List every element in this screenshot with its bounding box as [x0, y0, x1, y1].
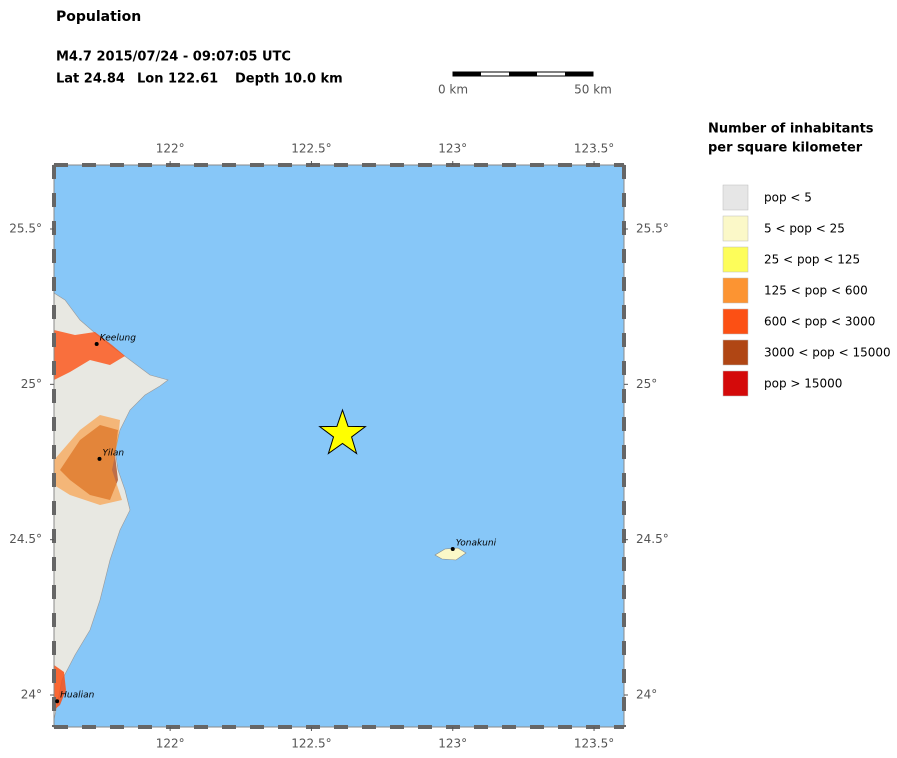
yonakuni-island [434, 547, 467, 561]
legend-title: per square kilometer [708, 141, 863, 156]
event-lat: Lat 24.84 [56, 72, 125, 87]
suburb-yilan [54, 415, 122, 505]
city-label: Hualian [60, 691, 95, 701]
legend-label: pop < 5 [764, 191, 812, 205]
city-marker [450, 546, 455, 551]
y-tick-label: 25.5° [636, 221, 669, 235]
x-tick-label: 123.5° [574, 142, 614, 156]
legend-label: 5 < pop < 25 [764, 222, 845, 236]
legend-label: pop > 15000 [764, 377, 842, 391]
legend-label: 25 < pop < 125 [764, 253, 860, 267]
city-marker [55, 699, 60, 704]
y-tick-label: 24° [636, 688, 657, 702]
x-tick-label: 123° [438, 737, 467, 751]
city-marker [94, 341, 99, 346]
city-label: Keelung [100, 333, 137, 343]
legend-title: Number of inhabitants [708, 122, 874, 137]
title: Population [56, 9, 141, 25]
scale-end: 50 km [574, 83, 612, 97]
event-info: M4.7 2015/07/24 - 09:07:05 UTC [56, 50, 291, 65]
legend-swatch [722, 308, 749, 335]
y-tick-label: 24.5° [9, 532, 42, 546]
map-frame [52, 163, 626, 729]
x-tick-label: 122° [156, 737, 185, 751]
x-tick-label: 122.5° [291, 737, 331, 751]
legend-swatch [722, 215, 749, 242]
x-tick-label: 123° [438, 142, 467, 156]
epicenter-star [318, 408, 367, 455]
legend-swatch [722, 339, 749, 366]
legend-swatch [722, 184, 749, 211]
legend-label: 3000 < pop < 15000 [764, 346, 891, 360]
legend-label: 125 < pop < 600 [764, 284, 868, 298]
scale-start: 0 km [438, 83, 468, 97]
city-label: Yilan [102, 448, 124, 458]
legend-swatch [722, 370, 749, 397]
y-tick-label: 25° [636, 377, 657, 391]
y-tick-label: 25° [21, 377, 42, 391]
event-lon: Lon 122.61 [137, 72, 218, 87]
y-tick-label: 24° [21, 688, 42, 702]
city-marker [97, 456, 102, 461]
urban-keelung [54, 330, 125, 380]
y-tick-label: 24.5° [636, 532, 669, 546]
legend-label: 600 < pop < 3000 [764, 315, 875, 329]
event-depth: Depth 10.0 km [235, 72, 343, 87]
legend-swatch [722, 277, 749, 304]
x-tick-label: 123.5° [574, 737, 614, 751]
legend-swatch [722, 246, 749, 273]
x-tick-label: 122° [156, 142, 185, 156]
urban-hualian [54, 665, 66, 710]
city-label: Yonakuni [456, 538, 497, 548]
x-tick-label: 122.5° [291, 142, 331, 156]
y-tick-label: 25.5° [9, 221, 42, 235]
scale-bar: 0 km 50 km [438, 71, 612, 97]
